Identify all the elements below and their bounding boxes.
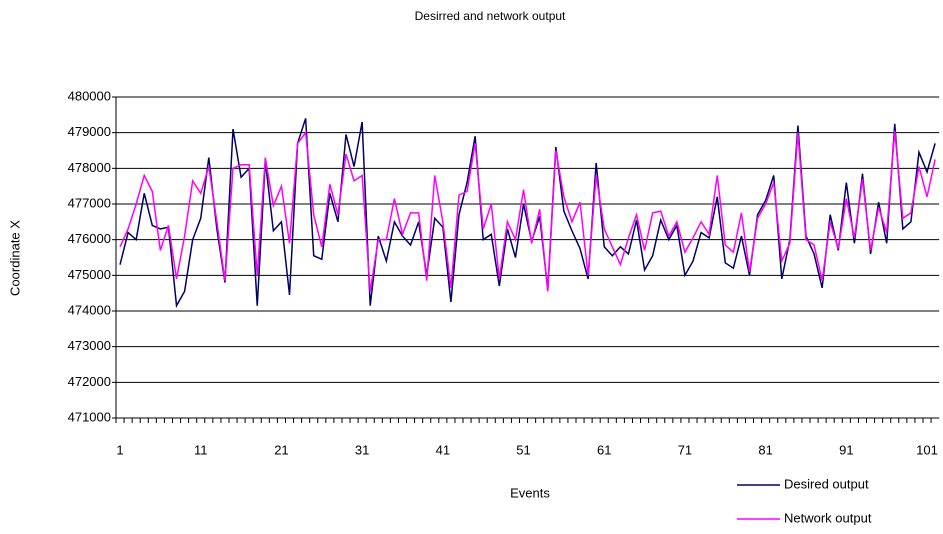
y-tick-label: 475000 — [68, 267, 111, 282]
y-tick-label: 474000 — [68, 302, 111, 317]
y-tick-label: 473000 — [68, 338, 111, 353]
x-tick-label: 21 — [274, 442, 288, 457]
x-tick-label: 71 — [678, 442, 692, 457]
x-tick-label: 1 — [116, 442, 123, 457]
y-tick-label: 480000 — [68, 88, 111, 103]
x-tick-label: 11 — [194, 442, 208, 457]
x-tick-label: 61 — [597, 442, 611, 457]
legend-label: Desired output — [784, 476, 869, 491]
legend-label: Network output — [784, 510, 872, 525]
y-tick-label: 478000 — [68, 160, 111, 175]
y-tick-label: 476000 — [68, 231, 111, 246]
chart-title: Desirred and network output — [415, 9, 566, 23]
x-tick-label: 31 — [355, 442, 369, 457]
y-tick-label: 472000 — [68, 374, 111, 389]
y-tick-label: 471000 — [68, 409, 111, 424]
x-tick-label: 91 — [839, 442, 853, 457]
x-tick-label: 101 — [916, 442, 938, 457]
y-tick-label: 479000 — [68, 124, 111, 139]
x-tick-label: 81 — [758, 442, 772, 457]
data-line — [119, 130, 936, 292]
y-tick-label: 477000 — [68, 195, 111, 210]
x-tick-label: 51 — [516, 442, 530, 457]
y-axis-label: Coordinate X — [7, 220, 22, 296]
x-tick-label: 41 — [436, 442, 450, 457]
x-axis-label: Events — [510, 485, 550, 500]
